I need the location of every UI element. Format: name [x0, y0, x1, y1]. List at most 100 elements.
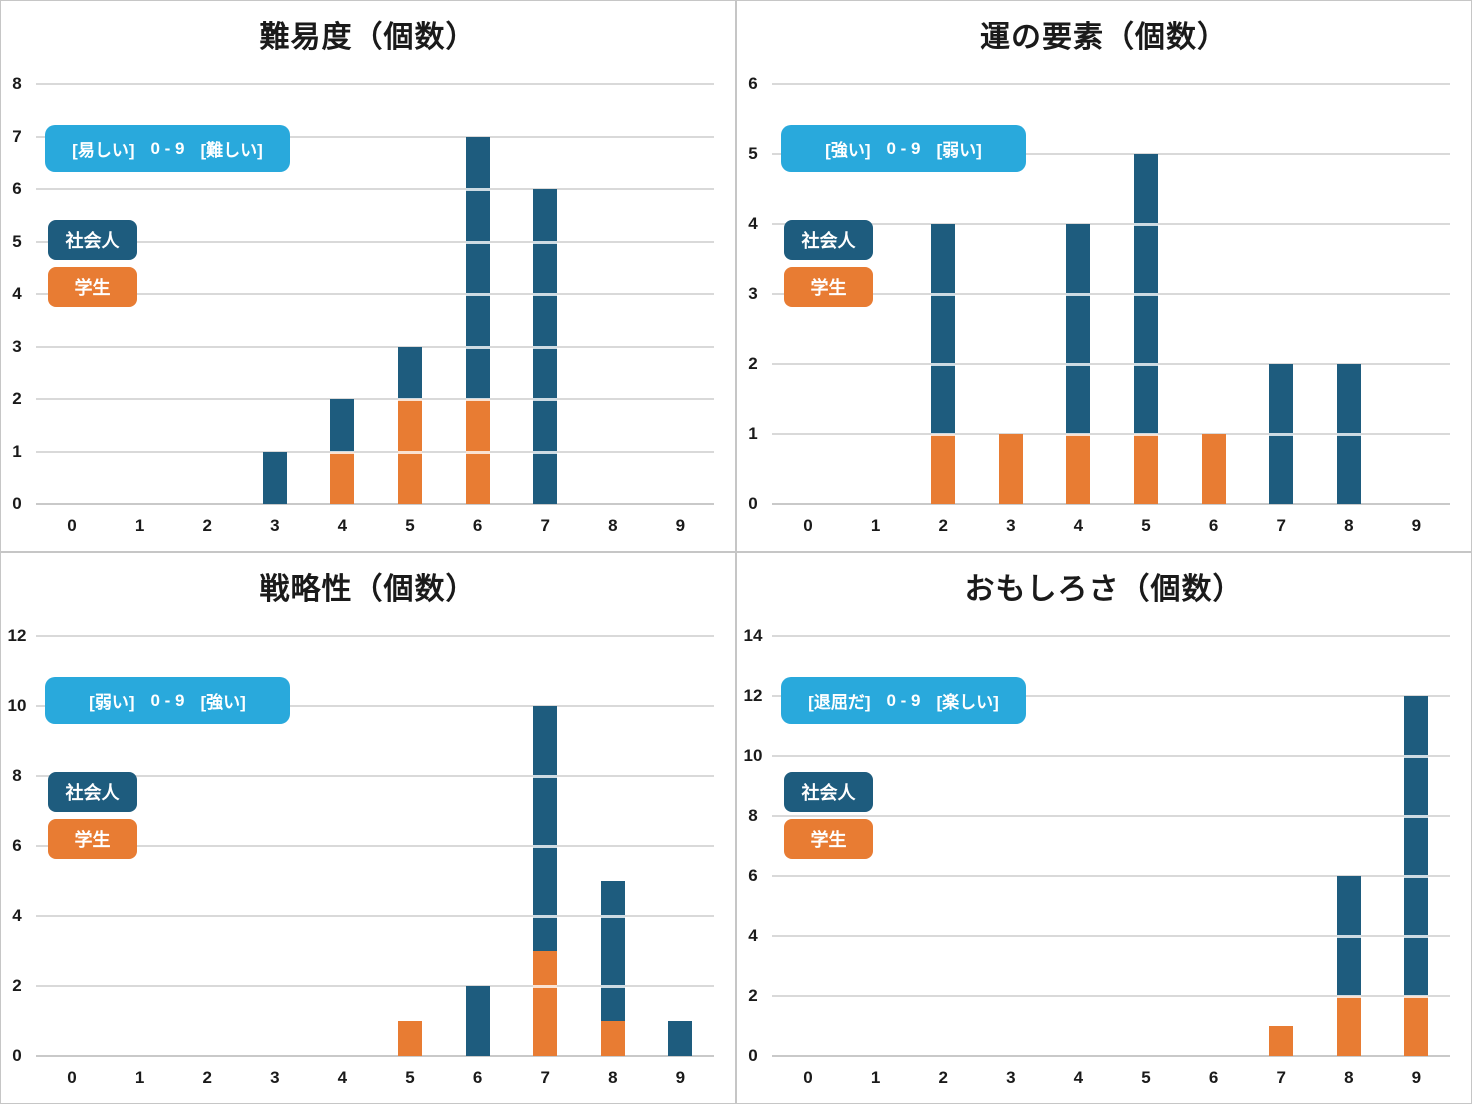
x-tick-label: 4 — [337, 1068, 348, 1087]
bar-gridline-overlay — [465, 240, 490, 244]
bar-gridline-overlay — [1134, 363, 1158, 366]
y-tick-label: 6 — [12, 836, 22, 855]
bar-gridline-overlay — [465, 345, 490, 349]
x-tick-label: 0 — [803, 1068, 813, 1087]
bar-gridline-overlay — [1404, 995, 1429, 998]
plot-area: 0 2 4 6 8 10 12 14 0 1 2 3 4 5 6 7 8 9 — [736, 552, 1472, 1104]
bar-gridline-overlay — [1066, 293, 1091, 296]
y-tick-label: 10 — [7, 696, 27, 715]
x-tick-label: 9 — [675, 1068, 686, 1087]
scale-left-label: [強い] — [825, 141, 871, 160]
bar-gridline-overlay — [931, 433, 956, 436]
gridline — [772, 935, 1450, 937]
bar-gridline-overlay — [1404, 875, 1429, 878]
bar-gridline-overlay — [465, 188, 490, 191]
x-tick-label: 5 — [405, 1068, 415, 1087]
legend-adult-chip: 社会人 — [784, 220, 873, 260]
legend-adult-label: 社会人 — [801, 783, 856, 803]
bar-gridline-overlay — [1134, 433, 1158, 436]
scale-left-label: [退屈だ] — [808, 693, 871, 712]
bar-segment-student — [931, 434, 956, 504]
x-tick-label: 1 — [870, 516, 881, 535]
bar-gridline-overlay — [533, 450, 558, 454]
legend-student-chip: 学生 — [48, 267, 137, 307]
x-tick-label: 0 — [67, 516, 77, 535]
bar-gridline-overlay — [931, 363, 956, 366]
legend-student-chip: 学生 — [784, 267, 873, 307]
y-tick-label: 4 — [12, 284, 22, 303]
gridline — [772, 223, 1450, 225]
bar-gridline-overlay — [533, 845, 558, 848]
x-tick-label: 0 — [67, 1068, 77, 1087]
bar-gridline-overlay — [465, 450, 490, 454]
bar-gridline-overlay — [533, 915, 558, 918]
legend-adult-chip: 社会人 — [784, 772, 873, 812]
gridline — [36, 635, 714, 637]
bar-segment-student — [1134, 434, 1158, 504]
bar-segment-adult — [465, 986, 490, 1056]
scale-left-label: [易しい] — [72, 141, 135, 160]
x-tick-label: 8 — [1344, 1068, 1354, 1087]
y-tick-label: 2 — [12, 389, 22, 408]
y-tick-label: 4 — [748, 214, 758, 233]
x-tick-label: 1 — [134, 1068, 145, 1087]
bar-gridline-overlay — [931, 293, 956, 296]
bar-gridline-overlay — [1336, 995, 1361, 998]
x-tick-label: 3 — [1006, 516, 1016, 535]
bar-gridline-overlay — [1066, 433, 1091, 436]
gridline — [36, 135, 714, 138]
scale-right-label: [難しい] — [200, 141, 263, 160]
bar-segment-adult — [465, 136, 490, 399]
x-tick-label: 2 — [202, 1068, 212, 1087]
bar-gridline-overlay — [465, 293, 490, 296]
scale-right-label: [楽しい] — [936, 693, 999, 712]
gridline — [772, 815, 1450, 817]
scale-note-pill: [弱い] 0 - 9 [強い] — [45, 677, 290, 724]
legend-student-chip: 学生 — [784, 819, 873, 859]
scale-note-pill: [強い] 0 - 9 [弱い] — [781, 125, 1026, 172]
legend-adult-label: 社会人 — [65, 783, 120, 803]
y-tick-label: 3 — [12, 336, 22, 356]
gridline — [772, 995, 1450, 997]
gridline — [36, 398, 714, 400]
gridline — [36, 775, 714, 777]
x-tick-label: 6 — [472, 1068, 483, 1087]
legend-adult-chip: 社会人 — [48, 772, 137, 812]
plot-area: 0 1 2 3 4 5 6 0 1 2 3 4 5 6 7 8 9 — [736, 0, 1472, 552]
x-tick-label: 9 — [1411, 1068, 1422, 1087]
scale-right-label: [強い] — [200, 693, 246, 712]
bar-segment-student — [1404, 996, 1429, 1056]
gridline — [36, 915, 714, 917]
bar-gridline-overlay — [533, 345, 558, 349]
bar-segment-student — [1066, 434, 1091, 504]
x-tick-label: 8 — [608, 516, 618, 535]
x-tick-label: 4 — [1073, 1068, 1084, 1087]
legend-adult-label: 社会人 — [801, 231, 856, 251]
gridline — [772, 83, 1450, 85]
x-tick-label: 5 — [1141, 1068, 1151, 1087]
y-tick-label: 1 — [12, 441, 22, 461]
bar-segment-adult — [330, 399, 355, 452]
bar-gridline-overlay — [533, 985, 558, 988]
bar-gridline-overlay — [1134, 223, 1158, 226]
gridline — [772, 153, 1450, 155]
chart-title: おもしろさ（個数） — [964, 573, 1244, 606]
bar-gridline-overlay — [1404, 935, 1429, 938]
y-tick-label: 6 — [12, 179, 22, 198]
bar-gridline-overlay — [533, 293, 558, 296]
gridline — [36, 705, 714, 707]
y-tick-label: 0 — [12, 494, 22, 513]
bar-gridline-overlay — [533, 398, 558, 401]
gridline — [36, 83, 714, 85]
bar-gridline-overlay — [330, 450, 355, 454]
chart-panel-strategy: 戦略性（個数） [弱い] 0 - 9 [強い] 社会人 学生 0 2 4 6 8 10 12… — [0, 552, 736, 1104]
y-tick-label: 4 — [12, 906, 22, 925]
bar-gridline-overlay — [1066, 363, 1091, 366]
x-tick-label: 6 — [472, 516, 483, 535]
bar-gridline-overlay — [1336, 433, 1361, 436]
y-tick-label: 6 — [748, 866, 758, 885]
gridline — [772, 695, 1450, 697]
bar-segment-student — [998, 434, 1023, 504]
y-tick-label: 10 — [743, 746, 763, 765]
